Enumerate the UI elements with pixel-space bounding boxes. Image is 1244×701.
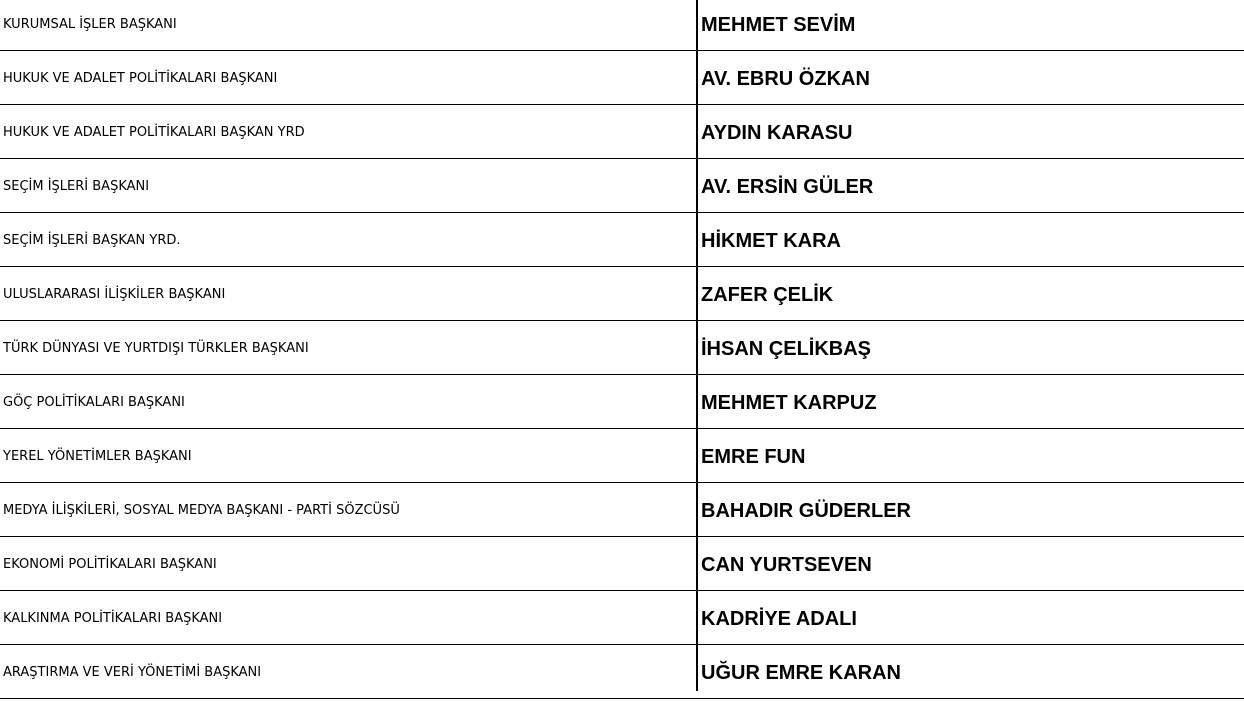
position-title: MEDYA İLİŞKİLERİ, SOSYAL MEDYA BAŞKANI -… [3,503,400,518]
person-name: AV. EBRU ÖZKAN [701,68,870,90]
table-row: HUKUK VE ADALET POLİTİKALARI BAŞKANI AV. … [0,51,1244,105]
person-name: İHSAN ÇELİKBAŞ [701,338,872,360]
position-title: HUKUK VE ADALET POLİTİKALARI BAŞKAN YRD [3,125,305,140]
table-row: SEÇİM İŞLERİ BAŞKANI AV. ERSİN GÜLER [0,159,1244,213]
person-name: ZAFER ÇELİK [701,284,834,306]
table-row: KALKINMA POLİTİKALARI BAŞKANI KADRİYE ADA… [0,591,1244,645]
table-row: HUKUK VE ADALET POLİTİKALARI BAŞKAN YRD A… [0,105,1244,159]
position-title: SEÇİM İŞLERİ BAŞKANI [3,179,150,194]
person-name: EMRE FUN [701,446,806,468]
person-name: BAHADIR GÜDERLER [701,500,911,522]
person-name: MEHMET KARPUZ [701,392,877,414]
table-row: YEREL YÖNETİMLER BAŞKANI EMRE FUN [0,429,1244,483]
position-title: HUKUK VE ADALET POLİTİKALARI BAŞKANI [3,71,278,86]
table-row: SEÇİM İŞLERİ BAŞKAN YRD. HİKMET KARA [0,213,1244,267]
position-title: TÜRK DÜNYASI VE YURTDIŞI TÜRKLER BAŞKANI [3,341,309,356]
position-title: YEREL YÖNETİMLER BAŞKANI [3,449,192,464]
table-row: TÜRK DÜNYASI VE YURTDIŞI TÜRKLER BAŞKANI… [0,321,1244,375]
person-name: AV. ERSİN GÜLER [701,176,874,198]
person-name: CAN YURTSEVEN [701,554,872,576]
position-title: ULUSLARARASI İLİŞKİLER BAŞKANI [3,287,226,302]
position-title: SEÇİM İŞLERİ BAŞKAN YRD. [3,233,181,248]
table-row: MEDYA İLİŞKİLERİ, SOSYAL MEDYA BAŞKANI -… [0,483,1244,537]
person-name: KADRİYE ADALI [701,608,857,630]
column-divider [696,0,698,691]
person-name: MEHMET SEVİM [701,14,856,36]
position-title: ARAŞTIRMA VE VERİ YÖNETİMİ BAŞKANI [3,665,262,680]
person-name: UĞUR EMRE KARAN [701,662,901,684]
position-title: GÖÇ POLİTİKALARI BAŞKANI [3,395,185,410]
table-row: ULUSLARARASI İLİŞKİLER BAŞKANI ZAFER ÇELİ… [0,267,1244,321]
table-row: KURUMSAL İŞLER BAŞKANI MEHMET SEVİM [0,0,1244,51]
position-title: EKONOMİ POLİTİKALARI BAŞKANI [3,557,217,572]
position-title: KALKINMA POLİTİKALARI BAŞKANI [3,611,223,626]
person-name: HİKMET KARA [701,230,841,252]
person-name: AYDIN KARASU [701,122,853,144]
position-title: KURUMSAL İŞLER BAŞKANI [3,17,177,32]
table-row: EKONOMİ POLİTİKALARI BAŞKANI CAN YURTSEVE… [0,537,1244,591]
table-row: GÖÇ POLİTİKALARI BAŞKANI MEHMET KARPUZ [0,375,1244,429]
